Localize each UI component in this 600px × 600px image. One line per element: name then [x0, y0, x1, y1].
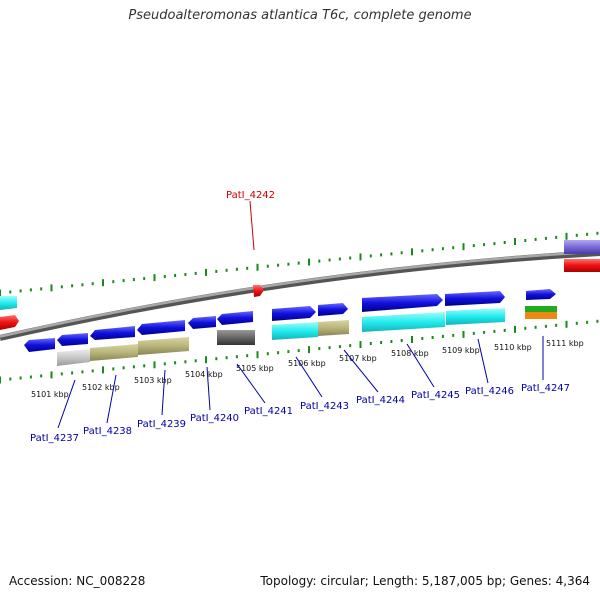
gene-arrow[interactable] — [318, 303, 348, 316]
gene-arrow[interactable] — [362, 294, 443, 312]
locus-tag[interactable]: PatI_4245 — [411, 390, 460, 401]
genome-backbone-shadow — [0, 250, 600, 341]
lower-tick-row — [0, 319, 599, 384]
locus-tag[interactable]: PatI_4246 — [465, 386, 514, 397]
gene-arrow[interactable] — [90, 326, 135, 340]
highlighted-gene[interactable] — [253, 285, 264, 297]
gene-row-lower — [24, 311, 253, 352]
feature-purple-block[interactable] — [564, 240, 600, 254]
kbp-label: 5104 kbp — [185, 370, 223, 379]
gene-arrow[interactable] — [445, 291, 505, 306]
kbp-label: 5102 kbp — [82, 383, 120, 392]
highlight-tag[interactable]: PatI_4242 — [226, 190, 275, 201]
cds-block[interactable] — [138, 337, 189, 355]
cds-block[interactable] — [318, 320, 349, 336]
gene-arrow[interactable] — [188, 316, 216, 329]
gene-arrow[interactable] — [217, 311, 253, 325]
kbp-label: 5106 kbp — [288, 359, 326, 368]
feature-red-block[interactable] — [564, 259, 600, 272]
kbp-scale: 5101 kbp 5102 kbp 5103 kbp 5104 kbp 5105… — [31, 339, 584, 399]
locus-tag[interactable]: PatI_4237 — [30, 433, 79, 444]
cds-block-green[interactable] — [525, 306, 557, 312]
kbp-label: 5108 kbp — [391, 349, 429, 358]
kbp-label: 5111 kbp — [546, 339, 584, 348]
locus-tag[interactable]: PatI_4240 — [190, 413, 239, 424]
cds-block[interactable] — [57, 349, 90, 366]
gene-arrow[interactable] — [137, 320, 185, 335]
locus-tag[interactable]: PatI_4244 — [356, 395, 405, 406]
highlight-tag-leader — [249, 200, 255, 251]
locus-tag[interactable]: PatI_4241 — [244, 406, 293, 417]
kbp-label: 5101 kbp — [31, 390, 69, 399]
gene-row-upper — [272, 289, 556, 321]
genome-stats: Topology: circular; Length: 5,187,005 bp… — [260, 574, 590, 588]
locus-tag-leaders — [57, 336, 544, 429]
upper-tick-row — [0, 231, 599, 297]
cds-block[interactable] — [446, 308, 505, 325]
kbp-label: 5110 kbp — [494, 343, 532, 352]
locus-tag[interactable]: PatI_4239 — [137, 419, 186, 430]
feature-red-edge[interactable] — [0, 315, 19, 330]
kbp-label: 5105 kbp — [236, 364, 274, 373]
locus-tags: PatI_4237 PatI_4238 PatI_4239 PatI_4240 … — [30, 383, 570, 444]
locus-tag[interactable]: PatI_4247 — [521, 383, 570, 394]
cds-block[interactable] — [362, 312, 445, 332]
cds-block[interactable] — [217, 330, 255, 345]
feature-cyan-edge[interactable] — [0, 296, 17, 310]
cds-block[interactable] — [90, 344, 138, 361]
gene-arrow[interactable] — [24, 338, 55, 352]
kbp-label: 5107 kbp — [339, 354, 377, 363]
accession-label: Accession: NC_008228 — [9, 574, 146, 588]
locus-tag[interactable]: PatI_4243 — [300, 401, 349, 412]
cds-block-orange[interactable] — [525, 312, 557, 319]
kbp-label: 5103 kbp — [134, 376, 172, 385]
genome-backbone — [0, 250, 600, 338]
cds-row-lower — [57, 306, 557, 366]
kbp-label: 5109 kbp — [442, 346, 480, 355]
cds-block[interactable] — [272, 322, 318, 340]
gene-arrow[interactable] — [272, 306, 316, 321]
genome-title: Pseudoalteromonas atlantica T6c, complet… — [128, 8, 472, 23]
gene-arrow[interactable] — [526, 289, 556, 300]
locus-tag[interactable]: PatI_4238 — [83, 426, 132, 437]
gene-arrow[interactable] — [57, 333, 88, 346]
